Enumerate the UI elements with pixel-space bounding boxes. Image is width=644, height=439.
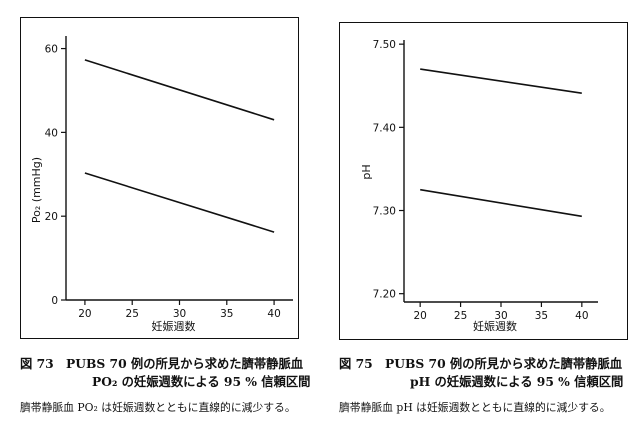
po2-note: 臍帯静脈血 PO₂ は妊娠週数とともに直線的に減少する。: [20, 401, 296, 414]
ph-x-tick-label: 20: [413, 310, 426, 322]
po2-y-tick-label: 60: [45, 44, 58, 56]
po2-x-tick-label: 30: [173, 308, 186, 320]
ph-x-tick-label: 40: [575, 310, 588, 322]
po2-x-tick-label: 25: [126, 308, 139, 320]
po2-confidence-line-upper: [84, 59, 275, 121]
po2-x-tick-label: 20: [78, 308, 91, 320]
po2-x-tick-label: 35: [220, 308, 233, 320]
ph-y-tick-label: 7.30: [373, 206, 396, 218]
ph-x-tick-label: 35: [535, 310, 548, 322]
ph-caption-line1: 図 75 PUBS 70 例の所見から求めた臍帯静脈血: [339, 356, 623, 371]
ph-confidence-line-upper: [420, 68, 582, 94]
ph-caption-line2-text: pH の妊娠週数による 95 % 信頼区間: [410, 374, 624, 389]
po2-caption-line2-text: PO₂ の妊娠週数による 95 % 信頼区間: [92, 374, 311, 389]
ph-chart-frame: [339, 22, 628, 340]
po2-confidence-line-lower: [84, 172, 275, 233]
ph-x-tick-label: 30: [494, 310, 507, 322]
po2-caption-line2: PO₂ の妊娠週数による 95 % 信頼区間: [92, 372, 310, 390]
po2-y-tick-label: 40: [45, 127, 58, 139]
po2-y-tick-label: 20: [45, 211, 58, 223]
ph-x-tick-label: 25: [454, 310, 467, 322]
ph-y-tick-label: 7.40: [373, 122, 396, 134]
po2-y-tick-label: 0: [51, 295, 58, 307]
po2-y-axis-title: Po₂ (mmHg): [30, 157, 43, 223]
ph-y-tick-label: 7.20: [373, 289, 396, 301]
ph-note: 臍帯静脈血 pH は妊娠週数とともに直線的に減少する。: [339, 401, 611, 414]
po2-axes: 0 20 40 60 20 25 30 35 40: [45, 36, 293, 320]
ph-y-tick-label: 7.50: [373, 39, 396, 51]
ph-axes: 7.20 7.30 7.40 7.50 20 25 30 35 40: [373, 39, 598, 322]
ph-confidence-line-lower: [420, 188, 582, 218]
po2-x-tick-label: 40: [267, 308, 280, 320]
po2-caption-line1: 図 73 PUBS 70 例の所見から求めた臍帯静脈血: [20, 356, 304, 371]
po2-x-axis-title: 妊娠週数: [152, 319, 196, 333]
ph-x-axis-title: 妊娠週数: [473, 319, 517, 333]
ph-y-axis-title: pH: [360, 164, 373, 179]
ph-caption-line2: pH の妊娠週数による 95 % 信頼区間: [410, 372, 623, 390]
